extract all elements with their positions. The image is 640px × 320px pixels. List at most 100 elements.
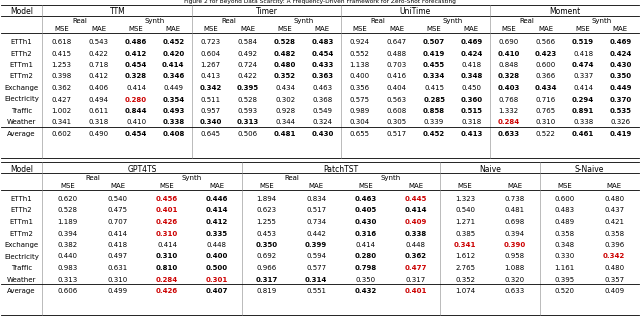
Text: 0.499: 0.499 (108, 288, 127, 294)
Text: 0.426: 0.426 (156, 219, 178, 225)
Text: 0.600: 0.600 (554, 196, 575, 202)
Text: 0.316: 0.316 (355, 230, 377, 236)
Text: MAE: MAE (166, 26, 181, 32)
Text: MAE: MAE (389, 26, 404, 32)
Text: 0.819: 0.819 (257, 288, 276, 294)
Text: 0.848: 0.848 (499, 62, 518, 68)
Text: 0.363: 0.363 (311, 74, 333, 79)
Text: 1.255: 1.255 (257, 219, 276, 225)
Text: 0.334: 0.334 (423, 74, 445, 79)
Text: ETTh1: ETTh1 (11, 39, 33, 45)
Text: 0.301: 0.301 (205, 276, 228, 283)
Text: 0.354: 0.354 (163, 97, 184, 102)
Text: MAE: MAE (607, 183, 621, 189)
Text: 0.414: 0.414 (126, 85, 146, 91)
Text: 0.415: 0.415 (52, 51, 72, 57)
Text: 0.528: 0.528 (274, 39, 296, 45)
Text: 0.844: 0.844 (125, 108, 147, 114)
Text: 0.449: 0.449 (609, 85, 632, 91)
Text: 0.422: 0.422 (238, 74, 258, 79)
Text: MSE: MSE (557, 183, 572, 189)
Text: 1.612: 1.612 (455, 253, 476, 260)
Text: 0.480: 0.480 (604, 196, 624, 202)
Text: 0.419: 0.419 (423, 51, 445, 57)
Text: 0.623: 0.623 (257, 207, 276, 213)
Text: 0.405: 0.405 (355, 207, 377, 213)
Text: 0.342: 0.342 (200, 85, 221, 91)
Text: 0.314: 0.314 (305, 276, 327, 283)
Text: 0.341: 0.341 (454, 242, 476, 248)
Text: 0.481: 0.481 (274, 131, 296, 137)
Text: 0.401: 0.401 (156, 207, 179, 213)
Text: 0.506: 0.506 (238, 131, 258, 137)
Text: 0.419: 0.419 (609, 131, 632, 137)
Text: 0.433: 0.433 (311, 62, 333, 68)
Text: MSE: MSE (278, 26, 292, 32)
Text: 0.528: 0.528 (58, 207, 78, 213)
Text: 0.414: 0.414 (162, 62, 184, 68)
Text: 0.500: 0.500 (206, 265, 228, 271)
Text: 0.810: 0.810 (156, 265, 179, 271)
Text: 0.734: 0.734 (306, 219, 326, 225)
Text: MAE: MAE (508, 183, 522, 189)
Text: MSE: MSE (358, 183, 373, 189)
Text: 0.519: 0.519 (572, 39, 594, 45)
Text: 0.410: 0.410 (497, 51, 520, 57)
Text: 0.483: 0.483 (311, 39, 333, 45)
Text: 0.958: 0.958 (505, 253, 525, 260)
Text: 0.718: 0.718 (89, 62, 109, 68)
Text: 0.552: 0.552 (349, 51, 369, 57)
Text: 0.449: 0.449 (163, 85, 184, 91)
Text: 0.455: 0.455 (423, 62, 445, 68)
Text: 0.486: 0.486 (125, 39, 147, 45)
Text: MSE: MSE (458, 183, 472, 189)
Text: 0.368: 0.368 (312, 97, 333, 102)
Text: 0.606: 0.606 (58, 288, 78, 294)
Text: 0.434: 0.434 (275, 85, 295, 91)
Text: 0.543: 0.543 (89, 39, 109, 45)
Text: 0.442: 0.442 (306, 230, 326, 236)
Text: 0.575: 0.575 (349, 97, 370, 102)
Text: 0.403: 0.403 (497, 85, 520, 91)
Text: 0.834: 0.834 (306, 196, 326, 202)
Text: 0.412: 0.412 (205, 219, 228, 225)
Text: Moment: Moment (549, 7, 580, 17)
Text: 0.488: 0.488 (387, 51, 407, 57)
Text: 0.427: 0.427 (52, 97, 72, 102)
Text: 0.738: 0.738 (505, 196, 525, 202)
Text: Average: Average (7, 131, 36, 137)
Text: 0.382: 0.382 (58, 242, 78, 248)
Text: 1.267: 1.267 (200, 62, 221, 68)
Text: 0.358: 0.358 (554, 230, 575, 236)
Text: 0.352: 0.352 (274, 74, 296, 79)
Text: 0.418: 0.418 (461, 62, 481, 68)
Text: MAE: MAE (240, 26, 255, 32)
Text: Real: Real (371, 18, 386, 24)
Text: 0.339: 0.339 (424, 119, 444, 125)
Text: 0.450: 0.450 (461, 85, 481, 91)
Text: 0.414: 0.414 (356, 242, 376, 248)
Text: 0.563: 0.563 (387, 97, 407, 102)
Text: Weather: Weather (7, 119, 36, 125)
Text: 0.407: 0.407 (205, 288, 228, 294)
Text: 0.424: 0.424 (460, 51, 483, 57)
Text: 2.765: 2.765 (455, 265, 475, 271)
Text: 0.385: 0.385 (455, 230, 476, 236)
Text: 0.320: 0.320 (505, 276, 525, 283)
Text: 0.957: 0.957 (200, 108, 221, 114)
Text: 0.317: 0.317 (405, 276, 426, 283)
Text: 0.422: 0.422 (89, 51, 109, 57)
Text: 1.161: 1.161 (554, 265, 575, 271)
Text: 0.494: 0.494 (89, 97, 109, 102)
Text: 0.445: 0.445 (404, 196, 427, 202)
Text: 0.421: 0.421 (604, 219, 624, 225)
Text: 0.318: 0.318 (89, 119, 109, 125)
Text: 1.189: 1.189 (58, 219, 78, 225)
Text: 0.966: 0.966 (257, 265, 276, 271)
Text: 0.414: 0.414 (157, 242, 177, 248)
Text: MSE: MSE (352, 26, 367, 32)
Text: 0.608: 0.608 (387, 108, 407, 114)
Text: 0.338: 0.338 (404, 230, 427, 236)
Text: 0.362: 0.362 (404, 253, 426, 260)
Text: Synth: Synth (591, 18, 612, 24)
